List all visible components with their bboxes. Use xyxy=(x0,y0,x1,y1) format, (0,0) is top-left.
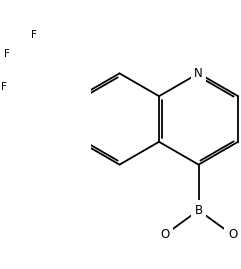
Text: F: F xyxy=(1,82,7,92)
Text: F: F xyxy=(4,49,10,59)
Text: F: F xyxy=(31,30,37,40)
Text: B: B xyxy=(194,204,203,217)
Text: N: N xyxy=(194,67,203,80)
Text: O: O xyxy=(228,228,237,241)
Text: O: O xyxy=(160,228,169,241)
